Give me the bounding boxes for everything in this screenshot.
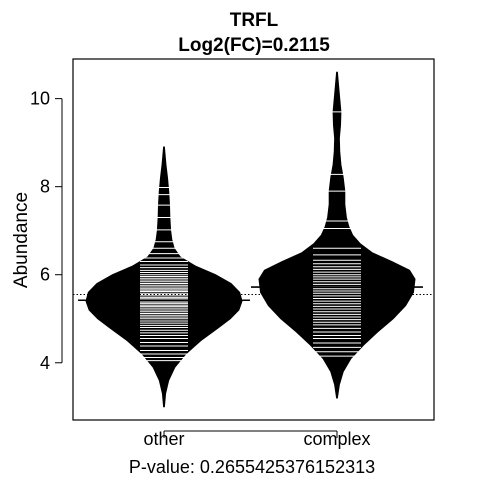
y-tick-label: 6 [40, 265, 50, 285]
plot-frame [72, 58, 435, 421]
chart-title: TRFL [230, 10, 279, 31]
x-tick-label-complex: complex [303, 429, 370, 449]
y-axis-label: Abundance [11, 192, 32, 288]
bean-complex [251, 71, 423, 399]
chart-subtitle: Log2(FC)=0.2115 [178, 35, 330, 56]
y-tick-label: 8 [40, 177, 50, 197]
y-axis: 4 6 8 10 [30, 89, 63, 373]
p-value-label: P-value: 0.2655425376152313 [129, 457, 375, 477]
bean-layer [78, 71, 423, 408]
bean-shape-complex [258, 71, 416, 399]
y-tick-label: 10 [30, 89, 50, 109]
x-tick-label-other: other [143, 429, 184, 449]
x-axis: other complex [143, 429, 370, 449]
bean-other [78, 146, 250, 408]
y-tick-label: 4 [40, 353, 50, 373]
